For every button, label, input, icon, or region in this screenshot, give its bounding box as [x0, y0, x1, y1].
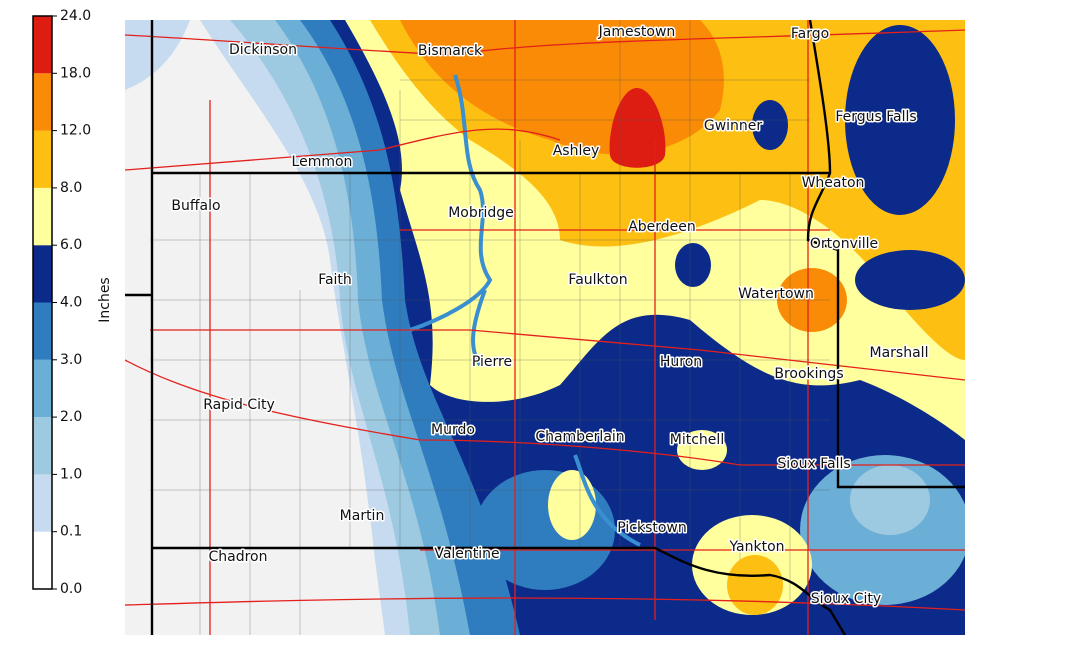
- place-label: Lemmon: [292, 154, 353, 170]
- missouri-river: [409, 74, 641, 547]
- snow-area: [609, 88, 666, 168]
- place-label: Valentine: [434, 546, 499, 562]
- place-label: Sioux City: [811, 591, 881, 607]
- snow-area: [845, 25, 955, 215]
- place-label: Ortonville: [810, 236, 878, 252]
- snow-area: [752, 100, 788, 150]
- colorbar-segment: [33, 359, 52, 418]
- colorbar-tick-label: 3.0: [60, 352, 82, 368]
- colorbar-tick-label: 12.0: [60, 123, 91, 139]
- place-label: Marshall: [870, 345, 929, 361]
- place-label: Gwinner: [704, 118, 763, 134]
- colorbar-segment: [33, 16, 52, 74]
- colorbar-segment: [33, 474, 52, 532]
- roads: [125, 20, 965, 635]
- place-label: Chamberlain: [535, 429, 624, 445]
- colorbar-segment: [33, 187, 52, 246]
- county-lines: [150, 20, 830, 635]
- snow-area: [727, 555, 783, 615]
- snow-area: [677, 430, 727, 470]
- colorbar-tick-label: 0.0: [60, 581, 82, 597]
- place-label: Brookings: [774, 366, 843, 382]
- map: Dickinson Bismarck Jamestown Fargo Fergus Fa…: [125, 20, 965, 635]
- colorbar-tick-label: 1.0: [60, 466, 82, 482]
- snow-area: [475, 470, 615, 590]
- place-label: Ashley: [553, 143, 600, 159]
- colorbar-tick-label: 6.0: [60, 237, 82, 253]
- colorbar-tick-label: 0.1: [60, 524, 82, 540]
- colorbar-tick-label: 8.0: [60, 180, 82, 196]
- place-label: Pierre: [472, 354, 512, 370]
- place-label: Fergus Falls: [835, 109, 916, 125]
- place-label: Yankton: [728, 539, 784, 555]
- place-label: Aberdeen: [628, 219, 696, 235]
- colorbar-segment: [33, 130, 52, 188]
- colorbar-tick-label: 18.0: [60, 65, 91, 81]
- place-label: Wheaton: [802, 175, 865, 191]
- colorbar: Inches 0.0 0.1 1.0 2.0 3.0 4.0 6.0 8.0 12.0 18.0 2…: [32, 8, 113, 597]
- colorbar-tick-label: 4.0: [60, 295, 82, 311]
- colorbar-tick-label: 24.0: [60, 8, 91, 24]
- place-label: Mitchell: [670, 432, 724, 448]
- place-label: Fargo: [791, 26, 829, 42]
- place-label: Dickinson: [229, 42, 297, 58]
- colorbar-tick-label: 2.0: [60, 409, 82, 425]
- place-label: Murdo: [431, 422, 475, 438]
- place-label: Huron: [660, 354, 702, 370]
- colorbar-segment: [33, 531, 52, 589]
- place-label: Sioux Falls: [777, 456, 850, 472]
- place-label: Faulkton: [568, 272, 627, 288]
- colorbar-segment: [33, 73, 52, 131]
- snow-area: [548, 470, 596, 540]
- place-label: Chadron: [208, 549, 267, 565]
- snow-area: [850, 465, 930, 535]
- place-label: Pickstown: [617, 520, 687, 536]
- place-label: Mobridge: [448, 205, 514, 221]
- place-label: Rapid City: [203, 397, 275, 413]
- snow-area: [855, 250, 965, 310]
- colorbar-frame: [32, 15, 53, 590]
- place-label: Bismarck: [418, 43, 483, 59]
- place-label: Buffalo: [171, 198, 220, 214]
- snow-area: [675, 243, 711, 287]
- place-label: Martin: [340, 508, 385, 524]
- colorbar-segment: [33, 245, 52, 303]
- state-borders: [125, 20, 965, 635]
- place-label: Jamestown: [598, 24, 676, 40]
- colorbar-segment: [33, 302, 52, 360]
- colorbar-segment: [33, 417, 52, 475]
- place-label: Faith: [318, 272, 352, 288]
- colorbar-title: Inches: [97, 277, 113, 322]
- place-label: Watertown: [738, 286, 814, 302]
